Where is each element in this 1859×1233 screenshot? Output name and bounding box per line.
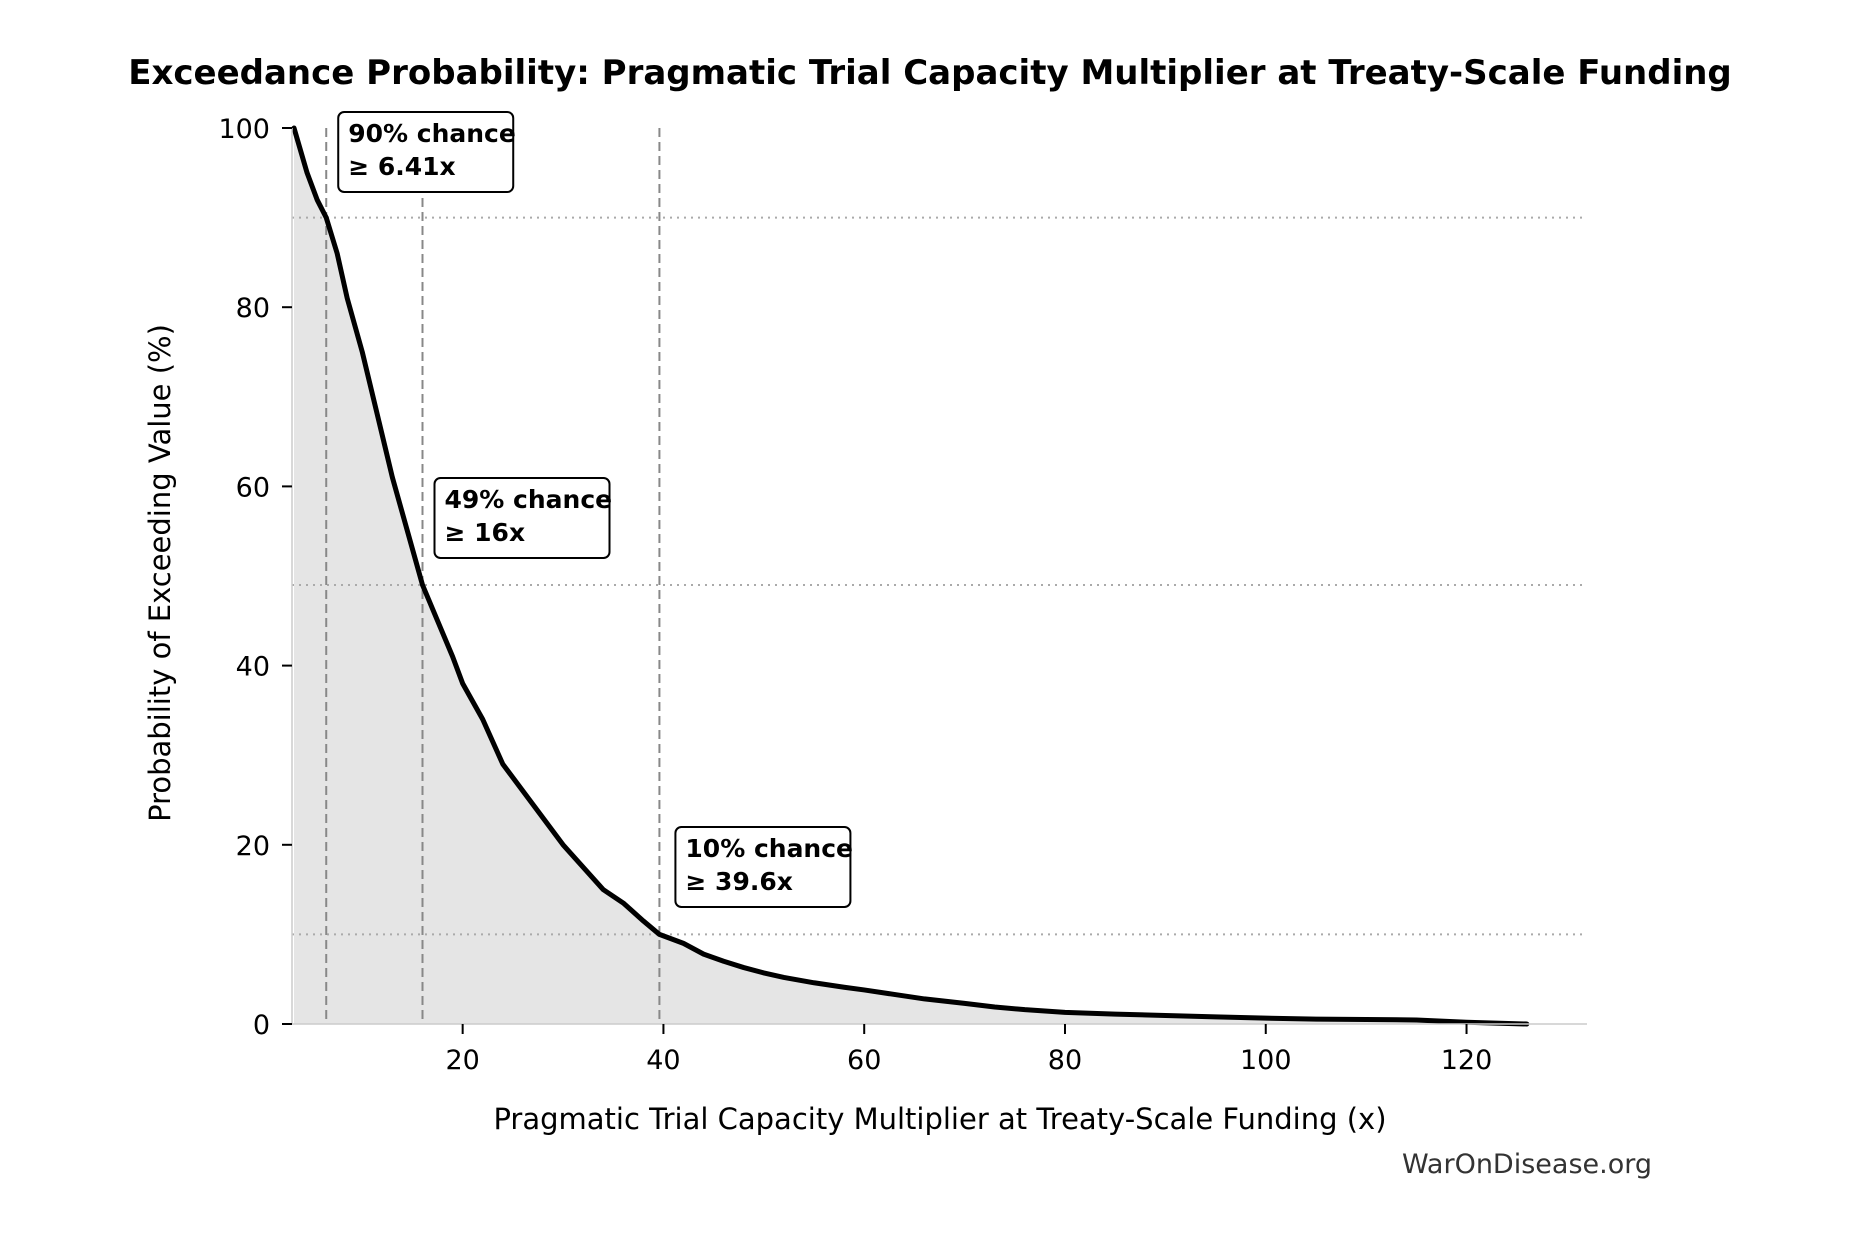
plot-area: 0 20 40 60 80 100 20 40 60 80 100 120 90% chance ≥ 6.… bbox=[218, 111, 1587, 1076]
x-tick-label-80: 80 bbox=[1048, 1045, 1082, 1076]
x-tick-label-20: 20 bbox=[445, 1045, 479, 1076]
watermark: WarOnDisease.org bbox=[1402, 1149, 1652, 1180]
x-tick-label-100: 100 bbox=[1240, 1045, 1292, 1076]
x-tick-label-60: 60 bbox=[847, 1045, 881, 1076]
annotation-line1-3: 10% chance bbox=[685, 834, 853, 863]
y-tick-label-100: 100 bbox=[218, 114, 270, 145]
y-tick-label-20: 20 bbox=[236, 831, 270, 862]
y-tick-label-80: 80 bbox=[236, 293, 270, 324]
annotation-line2-3: ≥ 39.6x bbox=[685, 867, 792, 896]
area-fill bbox=[294, 128, 1527, 1024]
annotation-line2-2: ≥ 16x bbox=[445, 518, 526, 547]
x-axis-label: Pragmatic Trial Capacity Multiplier at T… bbox=[493, 1102, 1386, 1136]
x-tick-label-40: 40 bbox=[646, 1045, 680, 1076]
y-tick-label-40: 40 bbox=[236, 652, 270, 683]
annotation-box-2 bbox=[433, 477, 611, 559]
y-tick-label-0: 0 bbox=[253, 1010, 270, 1041]
annotation-line1-1: 90% chance bbox=[348, 119, 516, 148]
annotation-line2-1: ≥ 6.41x bbox=[348, 152, 455, 181]
chart-title: Exceedance Probability: Pragmatic Trial … bbox=[128, 53, 1732, 93]
annotation-box-3 bbox=[674, 826, 852, 908]
y-tick-label-60: 60 bbox=[236, 472, 270, 503]
exceedance-curve bbox=[291, 125, 1530, 1027]
x-tick-label-120: 120 bbox=[1441, 1045, 1493, 1076]
annotation-box-1 bbox=[337, 111, 515, 193]
annotation-line1-2: 49% chance bbox=[445, 485, 613, 514]
y-axis-label: Probability of Exceeding Value (%) bbox=[143, 324, 177, 822]
